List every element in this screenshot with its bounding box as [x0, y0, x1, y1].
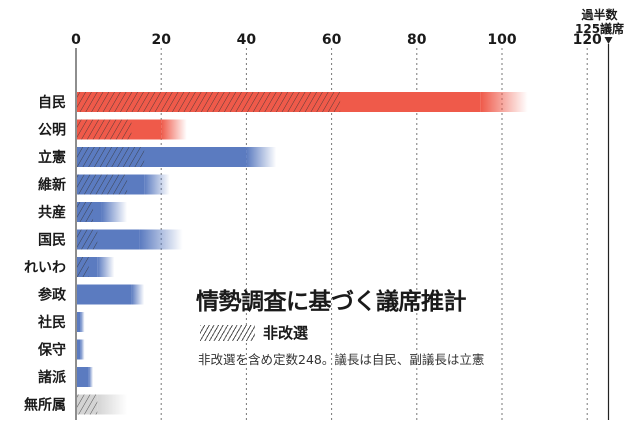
category-label: 共産: [38, 204, 66, 221]
legend-hatch-swatch: [200, 325, 255, 341]
x-tick-label: 120: [573, 32, 602, 48]
category-label: 無所属: [24, 397, 66, 414]
x-tick-label: 80: [407, 32, 427, 48]
bar-estimate-range: [97, 394, 128, 415]
bar-estimate-low: [77, 339, 81, 360]
category-label: 保守: [37, 342, 66, 359]
x-tick-label: 100: [487, 32, 516, 48]
majority-arrow: [604, 37, 613, 44]
category-label: 社民: [37, 314, 66, 331]
bar-estimate-range: [131, 284, 145, 305]
category-label: れいわ: [24, 260, 66, 276]
bar-non-up-hatch: [77, 174, 128, 195]
bar-estimate-range: [161, 119, 187, 140]
majority-label: 過半数 125議席: [575, 8, 624, 36]
category-label: 国民: [38, 233, 66, 249]
bar-non-up-hatch: [77, 119, 132, 140]
category-label: 参政: [38, 287, 67, 304]
x-tick-label: 40: [237, 32, 257, 48]
chart-note: 非改選を含め定数248。議長は自民、副議長は立憲: [198, 352, 485, 367]
bar-non-up-hatch: [77, 257, 89, 277]
bar-estimate-low: [77, 284, 132, 305]
bar-estimate-range: [80, 339, 85, 360]
bar-estimate-range: [80, 312, 85, 332]
bar-estimate-range: [101, 202, 128, 222]
category-label: 立憲: [38, 149, 66, 166]
bar-non-up-hatch: [77, 394, 98, 415]
majority-label-line1: 過半数: [581, 8, 618, 22]
bar-estimate-range: [139, 229, 183, 250]
bar-non-up-hatch: [77, 202, 94, 222]
bar-estimate-range: [97, 257, 115, 277]
x-tick-label: 60: [322, 32, 342, 48]
bar-estimate-low: [77, 367, 89, 387]
category-label: 諸派: [38, 369, 67, 386]
bar-non-up-hatch: [77, 92, 341, 112]
bar-estimate-range: [246, 147, 277, 167]
legend-label: 非改選: [263, 324, 309, 342]
category-label: 公明: [38, 123, 66, 139]
majority-label-line2: 125議席: [575, 22, 625, 36]
bar-non-up-hatch: [77, 229, 98, 250]
bar-estimate-range: [144, 174, 170, 195]
x-tick-label: 20: [151, 32, 171, 48]
category-label: 維新: [38, 177, 66, 194]
category-label: 自民: [38, 94, 66, 111]
x-tick-label: 0: [71, 32, 81, 48]
chart-title: 情勢調査に基づく議席推計: [196, 289, 467, 315]
bar-estimate-range: [88, 367, 94, 387]
bar-non-up-hatch: [77, 147, 145, 167]
bar-estimate-low: [77, 312, 81, 332]
legend: 非改選: [200, 324, 308, 342]
bar-estimate-range: [480, 92, 528, 112]
